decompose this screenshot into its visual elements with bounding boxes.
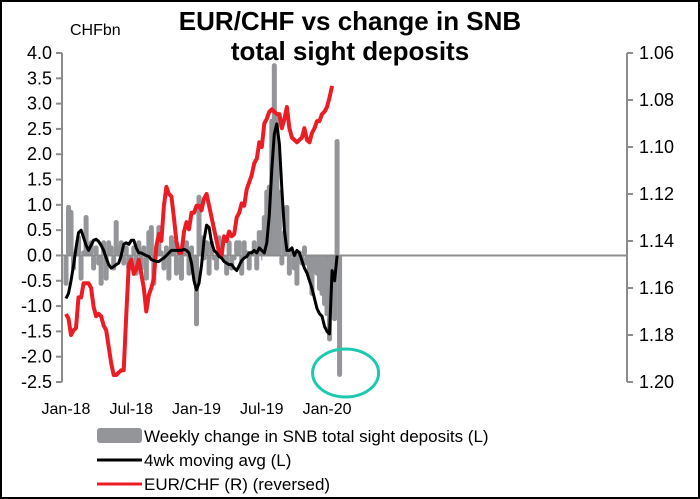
x-tick-label: Jul-19 <box>240 401 284 418</box>
right-tick-label: 1.18 <box>639 325 674 345</box>
bar <box>214 255 220 271</box>
bar <box>108 245 114 256</box>
bar <box>246 255 252 271</box>
bar <box>204 240 210 256</box>
left-tick-label: 3.0 <box>27 94 52 114</box>
x-tick-label: Jan-19 <box>172 401 221 418</box>
bar <box>166 255 172 281</box>
left-tick-label: 1.5 <box>27 170 52 190</box>
bar <box>78 255 84 281</box>
legend-label-eurchf: EUR/CHF (R) (reversed) <box>144 475 330 494</box>
chart-title-line-2: total sight deposits <box>231 36 469 66</box>
left-tick-label: 2.5 <box>27 119 52 139</box>
left-tick-label: 4.0 <box>27 43 52 63</box>
x-tick-label: Jan-20 <box>303 401 352 418</box>
bar <box>254 255 260 271</box>
bar <box>68 209 74 256</box>
left-tick-label: -1.0 <box>21 296 52 316</box>
axes: 4.0 3.5 3.0 2.5 2.0 1.5 1.0 0.5 0.0 -0.5 -1.0 -1.5 -… <box>21 43 674 418</box>
left-tick-label: 3.5 <box>27 68 52 88</box>
legend: Weekly change in SNB total sight deposit… <box>97 427 489 494</box>
left-tick-label: -2.0 <box>21 347 52 367</box>
bar <box>123 245 129 256</box>
left-tick-label: 1.0 <box>27 195 52 215</box>
right-tick-label: 1.14 <box>639 231 674 251</box>
bar <box>178 255 184 281</box>
left-tick-label: 2.0 <box>27 144 52 164</box>
bar <box>276 189 282 256</box>
x-tick-label: Jan-18 <box>42 401 91 418</box>
bar <box>143 255 149 281</box>
bar <box>301 245 307 256</box>
legend-label-avg: 4wk moving avg (L) <box>144 451 291 470</box>
left-tick-label: -2.5 <box>21 372 52 392</box>
left-tick-label: 0.5 <box>27 220 52 240</box>
eurchf-line <box>64 85 335 377</box>
bar <box>98 255 104 286</box>
bar <box>148 225 154 256</box>
bar <box>334 139 340 256</box>
left-axis-unit-label: CHFbn <box>70 22 121 39</box>
left-tick-label: 0.0 <box>27 245 52 265</box>
bar <box>158 250 164 256</box>
right-tick-label: 1.08 <box>639 90 674 110</box>
right-tick-label: 1.06 <box>639 43 674 63</box>
right-tick-label: 1.10 <box>639 137 674 157</box>
highlight-ellipse <box>311 347 381 399</box>
x-tick-label: Jul-18 <box>109 401 153 418</box>
bar <box>206 255 212 276</box>
bar <box>173 255 179 276</box>
bar <box>91 255 97 271</box>
left-tick-label: -1.5 <box>21 321 52 341</box>
bar <box>121 255 127 266</box>
bar <box>279 255 285 266</box>
bar <box>224 255 230 276</box>
right-tick-label: 1.16 <box>639 278 674 298</box>
bar <box>294 255 300 286</box>
moving-avg-line <box>64 122 339 336</box>
right-tick-label: 1.12 <box>639 184 674 204</box>
bar <box>231 255 237 261</box>
bar <box>337 255 343 377</box>
bar <box>286 255 292 276</box>
chart-title-line-1: EUR/CHF vs change in SNB <box>179 6 521 36</box>
bar <box>93 245 99 256</box>
left-tick-label: -0.5 <box>21 271 52 291</box>
legend-swatch-bars <box>97 428 142 443</box>
right-tick-label: 1.20 <box>639 372 674 392</box>
bar <box>236 240 242 256</box>
legend-label-bars: Weekly change in SNB total sight deposit… <box>144 427 489 446</box>
bar <box>226 240 232 256</box>
bar <box>63 255 69 286</box>
